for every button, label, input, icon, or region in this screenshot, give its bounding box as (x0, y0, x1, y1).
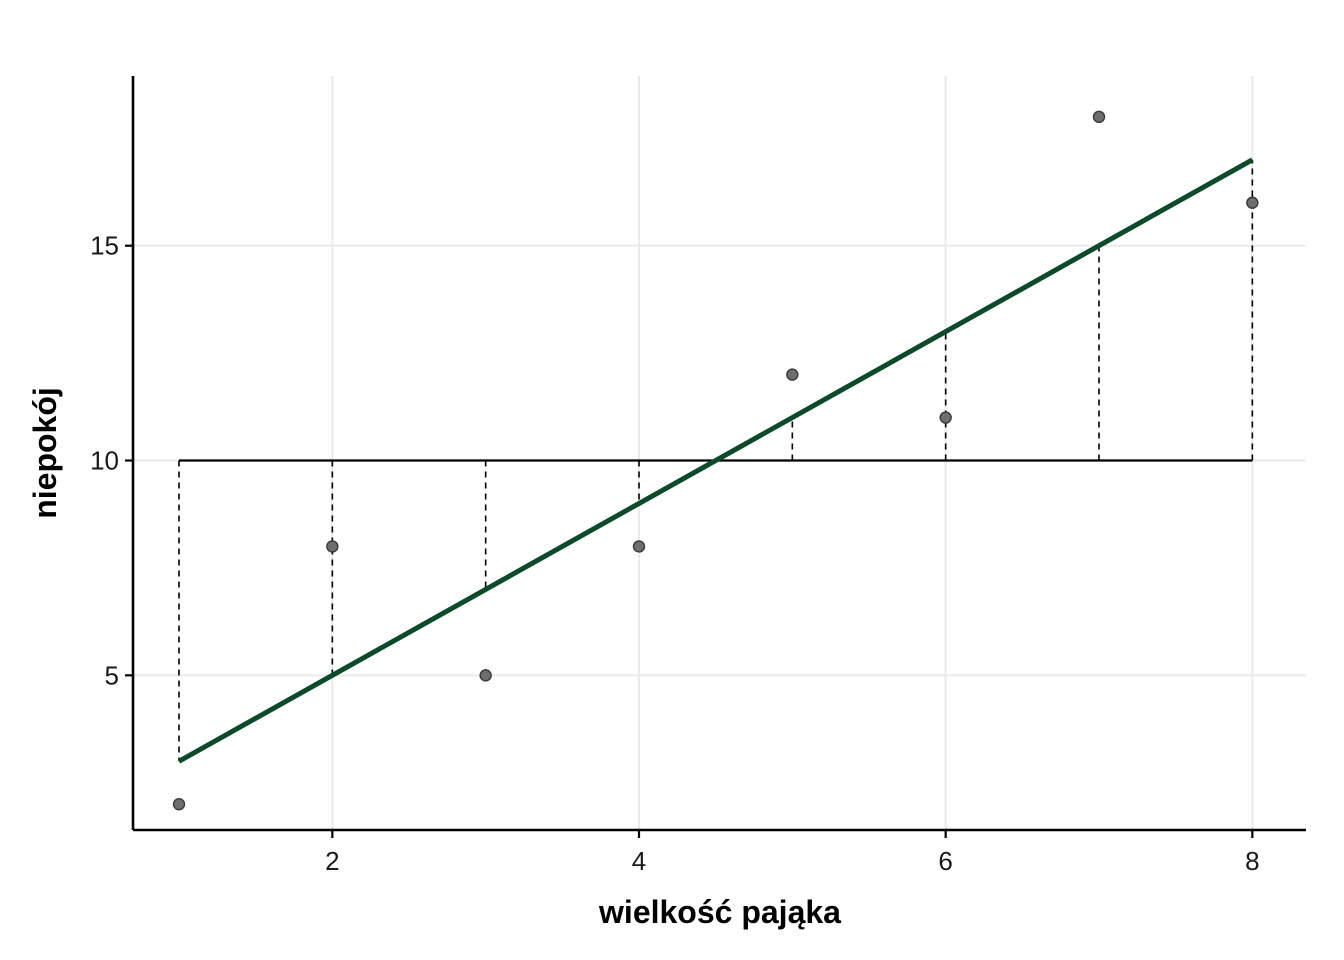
regression-line-group (177, 157, 1254, 764)
y-tick-label: 5 (105, 660, 119, 690)
y-tick-label: 10 (90, 446, 119, 476)
data-point (1246, 196, 1259, 209)
data-point (786, 368, 799, 381)
deviation-lines (178, 159, 1254, 762)
data-point (172, 798, 186, 811)
data-points (172, 110, 1259, 811)
x-tick-label: 2 (325, 846, 339, 876)
data-point (479, 669, 492, 682)
axes (125, 76, 1306, 838)
data-point (939, 411, 952, 424)
tick-labels: 2 4 6 8 5 10 15 (90, 231, 1259, 876)
x-tick-label: 4 (632, 846, 646, 876)
data-point (326, 540, 339, 553)
data-point (1092, 110, 1106, 124)
regression-line (177, 157, 1254, 764)
x-tick-label: 8 (1245, 846, 1259, 876)
x-axis-title: wielkość pająka (598, 894, 841, 930)
grid (133, 76, 1306, 830)
data-point (632, 540, 646, 553)
x-tick-label: 6 (938, 846, 952, 876)
y-axis-title: niepokój (27, 387, 63, 519)
y-tick-label: 15 (90, 231, 119, 261)
